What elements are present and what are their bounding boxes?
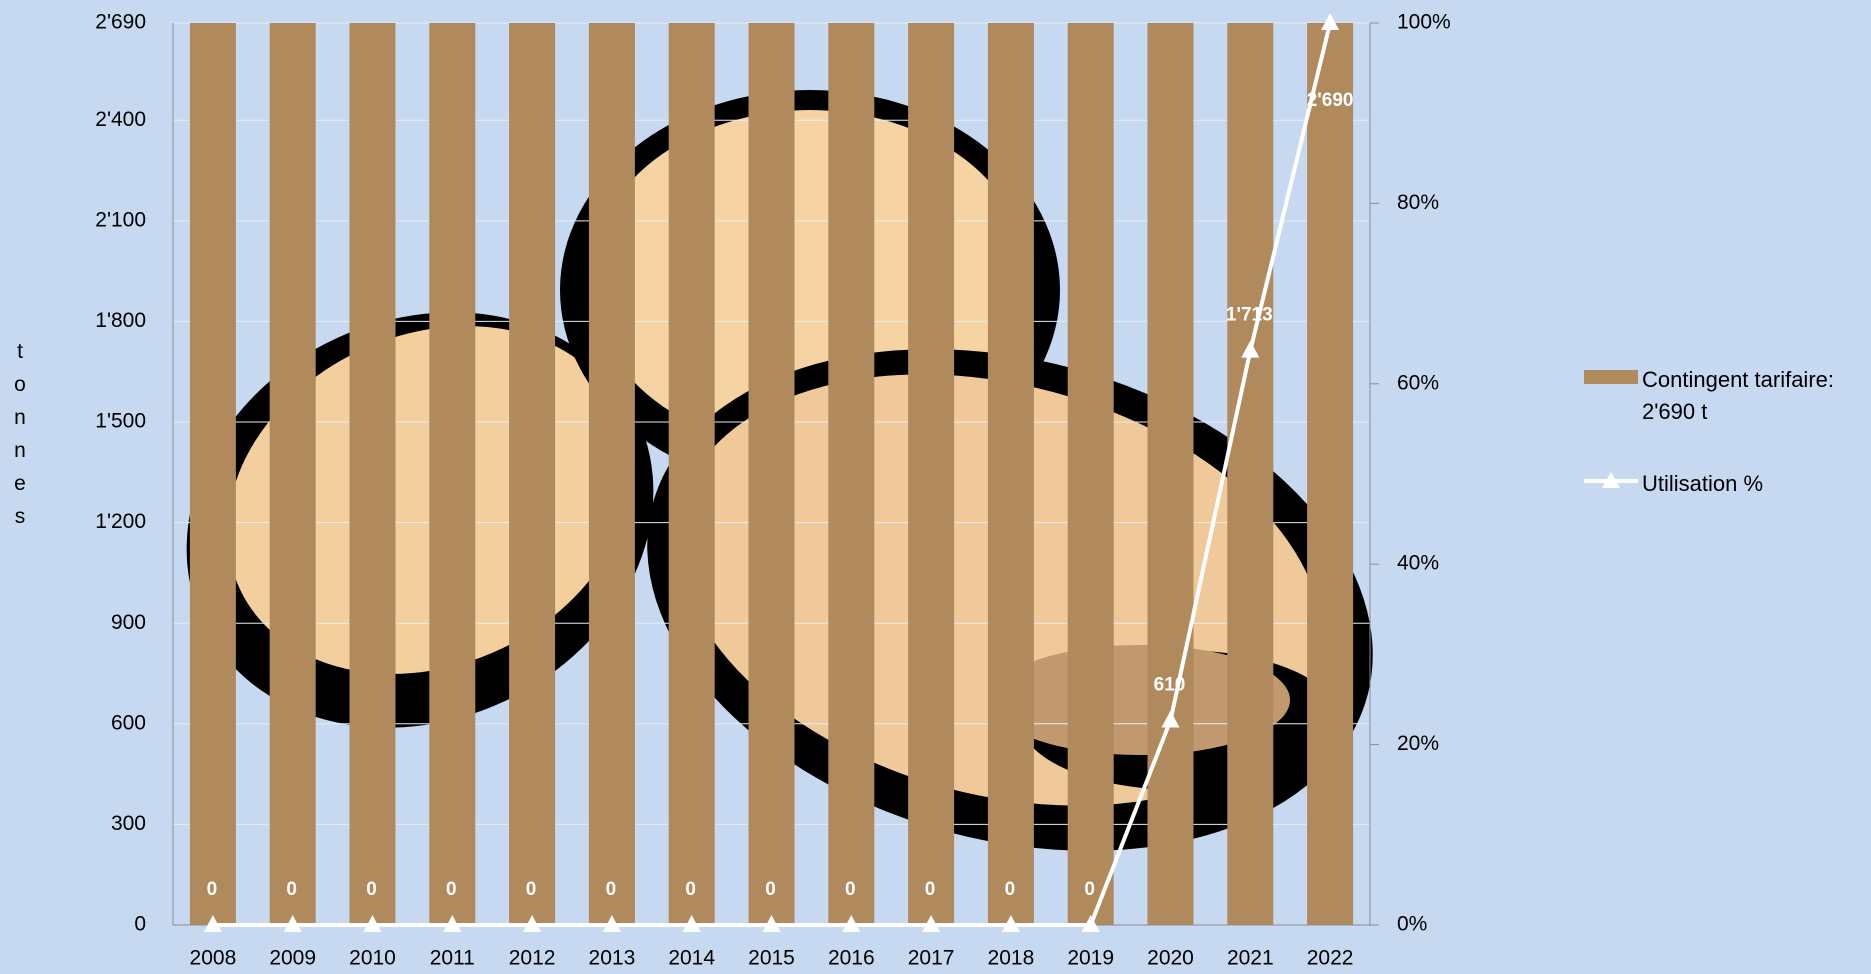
marker: [523, 915, 542, 932]
x-tick-label: 2015: [748, 947, 795, 970]
legend-item: Utilisation %: [1584, 468, 1871, 500]
y-axis-title: tonnes: [9, 340, 32, 538]
bar: [429, 23, 476, 925]
bar: [987, 23, 1034, 925]
marker: [922, 915, 941, 932]
marker: [1321, 13, 1340, 30]
data-label: 0: [925, 879, 936, 900]
data-label: 0: [606, 879, 617, 900]
y2-tick-label: 20%: [1397, 732, 1439, 755]
marker: [842, 915, 861, 932]
bar: [1307, 23, 1354, 925]
data-label: 0: [526, 879, 537, 900]
y-tick-label: 1'800: [95, 309, 146, 332]
y2-tick-label: 80%: [1397, 191, 1439, 214]
bar: [1067, 23, 1114, 925]
marker: [1081, 915, 1100, 932]
data-label: 610: [1154, 674, 1186, 695]
marker: [602, 915, 621, 932]
x-tick-label: 2010: [349, 947, 396, 970]
y-tick-label: 300: [111, 812, 146, 835]
marker: [682, 915, 701, 932]
legend: Contingent tarifaire: 2'690 t Utilisation…: [1584, 364, 1871, 540]
bar: [509, 23, 556, 925]
y2-tick-label: 100%: [1397, 11, 1451, 34]
marker: [1241, 340, 1260, 358]
legend-item: Contingent tarifaire: 2'690 t: [1584, 364, 1871, 428]
y-tick-label: 2'100: [95, 208, 146, 231]
x-tick-label: 2018: [988, 947, 1035, 970]
bar: [189, 23, 236, 925]
marker: [1001, 915, 1020, 932]
y2-tick-label: 40%: [1397, 552, 1439, 575]
y2-tick-label: 60%: [1397, 371, 1439, 394]
x-tick-label: 2019: [1067, 947, 1114, 970]
x-tick-label: 2008: [190, 947, 237, 970]
data-label: 0: [366, 879, 377, 900]
marker: [283, 915, 302, 932]
data-label: 1'713: [1226, 305, 1273, 326]
bar: [1147, 23, 1194, 925]
y2-tick-label: 0%: [1397, 913, 1427, 936]
data-label: 0: [1005, 879, 1016, 900]
bar: [588, 23, 635, 925]
x-tick-label: 2020: [1147, 947, 1194, 970]
x-tick-label: 2013: [589, 947, 636, 970]
data-label: 2'690: [1307, 90, 1354, 111]
bar: [668, 23, 715, 925]
x-tick-label: 2012: [509, 947, 556, 970]
x-tick-label: 2014: [668, 947, 715, 970]
bar: [349, 23, 396, 925]
legend-swatch: [1584, 472, 1638, 488]
bar: [1227, 23, 1274, 925]
legend-label: Contingent tarifaire: 2'690 t: [1642, 367, 1834, 424]
data-label: 0: [446, 879, 457, 900]
x-tick-label: 2016: [828, 947, 875, 970]
x-tick-label: 2009: [269, 947, 316, 970]
marker: [363, 915, 382, 932]
marker: [443, 915, 462, 932]
legend-swatch: [1584, 370, 1638, 384]
data-label: 0: [845, 879, 856, 900]
y-tick-label: 2'690: [95, 11, 146, 34]
x-tick-label: 2011: [430, 947, 475, 970]
x-tick-label: 2022: [1307, 947, 1354, 970]
y-tick-label: 2'400: [95, 108, 146, 131]
y-tick-label: 0: [134, 913, 146, 936]
data-label: 0: [286, 879, 297, 900]
marker: [203, 915, 222, 932]
y-tick-label: 1'200: [95, 510, 146, 533]
marker: [1161, 710, 1180, 728]
legend-label: Utilisation %: [1642, 471, 1764, 496]
marker: [762, 915, 781, 932]
bar: [269, 23, 316, 925]
x-tick-label: 2021: [1227, 947, 1274, 970]
y-tick-label: 900: [111, 611, 146, 634]
bar: [828, 23, 875, 925]
bar: [908, 23, 955, 925]
data-label: 0: [207, 879, 218, 900]
data-label: 0: [1084, 879, 1095, 900]
y-tick-label: 1'500: [95, 410, 146, 433]
bar: [748, 23, 795, 925]
data-label: 0: [685, 879, 696, 900]
data-label: 0: [765, 879, 776, 900]
y-tick-label: 600: [111, 711, 146, 734]
x-tick-label: 2017: [908, 947, 955, 970]
